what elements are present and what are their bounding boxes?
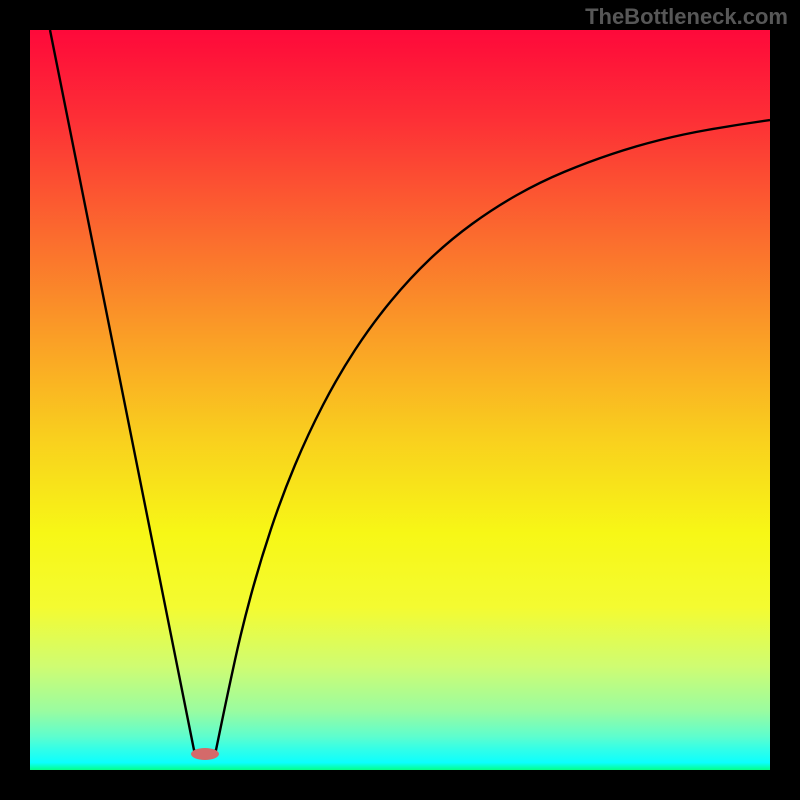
chart-container: TheBottleneck.com	[0, 0, 800, 800]
plot-area	[30, 30, 770, 770]
dip-marker	[191, 748, 219, 760]
watermark-text: TheBottleneck.com	[585, 4, 788, 30]
chart-svg	[30, 30, 770, 770]
